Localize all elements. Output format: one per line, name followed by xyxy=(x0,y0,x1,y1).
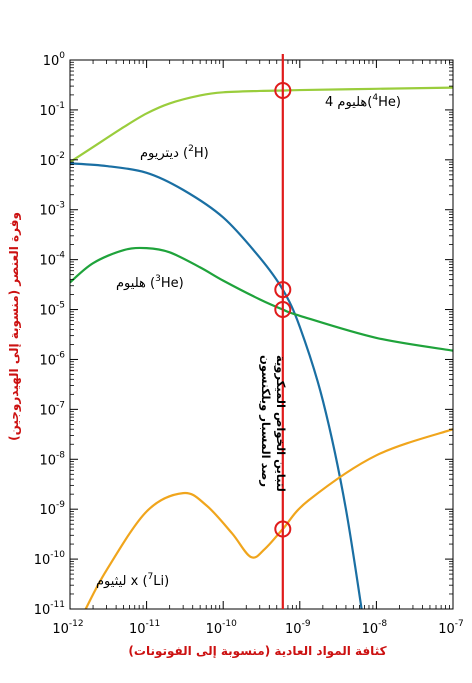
marker-circle-4he xyxy=(274,81,292,99)
series-line-2h xyxy=(70,162,363,609)
series-label-4he: هليوم 4(4He) xyxy=(325,93,401,110)
x-tick-label: 10-8 xyxy=(362,619,388,637)
y-tick-label: 10-2 xyxy=(39,151,65,169)
y-tick-label: 10-5 xyxy=(39,301,65,319)
tick-layer xyxy=(69,59,454,610)
x-tick-label: 10-10 xyxy=(206,619,238,637)
x-tick-label: 10-11 xyxy=(129,619,160,637)
x-tick-label: 10-12 xyxy=(52,619,83,637)
curve-layer xyxy=(70,86,453,609)
series-line-3he xyxy=(70,246,453,352)
series-label-7li: ليثيوم x (7Li) xyxy=(96,572,169,589)
series-label-2h: ديتريوم (2H) xyxy=(140,144,209,161)
y-tick-label: 10-7 xyxy=(39,400,65,418)
wmap-label-line1: رصد المسبار ويلكنسون xyxy=(258,355,273,487)
marker-layer xyxy=(274,54,292,609)
y-axis-title: وفرة العنصر (منسوبة إلى الهيدروجين) xyxy=(7,212,22,441)
y-tick-label: 10-6 xyxy=(39,350,65,368)
marker-circle-7li xyxy=(274,520,292,538)
y-tick-label: 10-4 xyxy=(39,251,65,269)
y-tick-label: 10-10 xyxy=(34,550,66,568)
y-tick-label: 100 xyxy=(43,51,66,69)
y-tick-label: 10-3 xyxy=(39,201,65,219)
x-tick-label: 10-9 xyxy=(285,619,311,637)
x-tick-label: 10-7 xyxy=(438,619,464,637)
marker-circle-2h xyxy=(274,281,292,299)
series-line-4he xyxy=(70,86,453,164)
series-label-3he: هليوم (3He) xyxy=(116,274,184,291)
y-tick-label: 10-11 xyxy=(34,600,65,618)
series-line-7li xyxy=(84,428,453,609)
y-tick-label: 10-9 xyxy=(39,500,65,518)
marker-circle-3he xyxy=(274,301,292,319)
y-tick-label: 10-8 xyxy=(39,450,65,468)
y-tick-label: 10-1 xyxy=(39,101,65,119)
plot-frame xyxy=(69,59,454,610)
wmap-label-line2: لتباين الخواص الميكروية xyxy=(273,355,288,492)
tick-label-layer: 10-12 10-11 10-10 10-9 10-8 10-710010-110-210… xyxy=(34,51,464,637)
wmap-label: رصد المسبار ويلكنسون لتباين الخواص الميك… xyxy=(258,355,288,492)
x-axis-title: كثافة المواد العادية (منسوبة إلى الفوتون… xyxy=(128,644,386,659)
